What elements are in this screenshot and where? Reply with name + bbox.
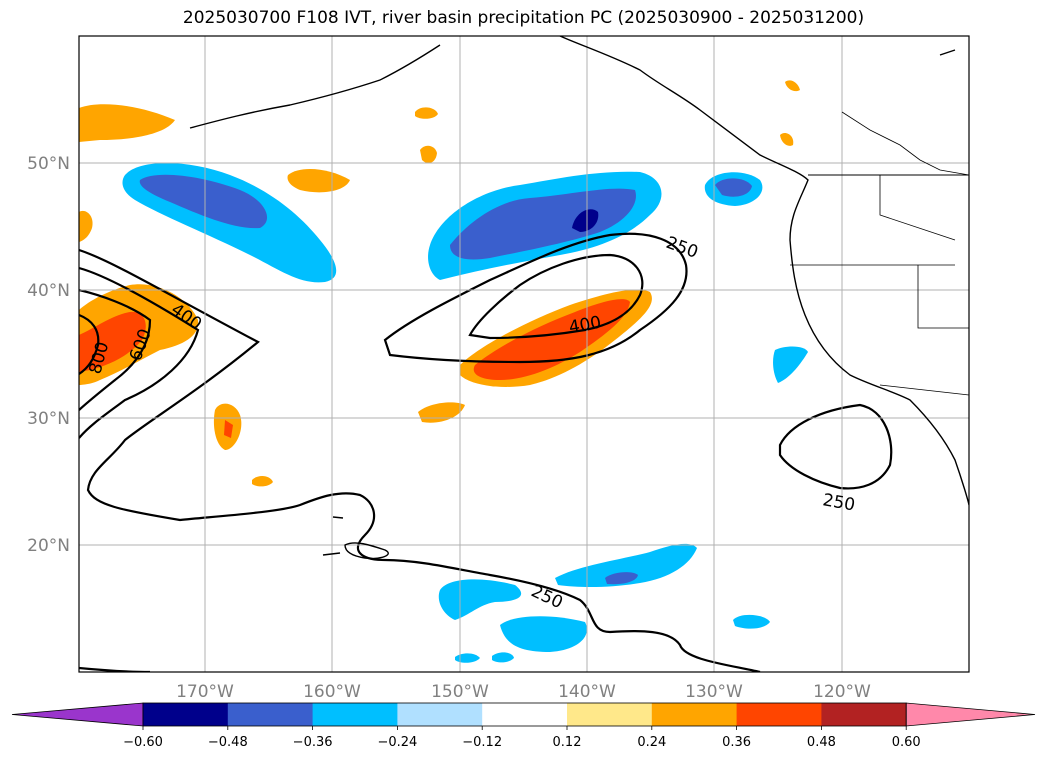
contour-label-250-east: 250 — [821, 490, 856, 515]
border-bc-alaska — [841, 111, 969, 176]
neg-patch-trop-e — [455, 653, 480, 663]
colorbar-segment — [482, 703, 568, 726]
lon-label-130w: 130°W — [685, 682, 743, 702]
colorbar-extend-high — [905, 702, 1036, 727]
lat-label-30n: 30°N — [27, 409, 70, 429]
island-hawaii-b — [344, 542, 389, 560]
lon-label-140w: 140°W — [558, 682, 616, 702]
neg-core-central — [450, 188, 636, 260]
lat-label-50n: 50°N — [27, 154, 70, 174]
contour-250-east — [778, 403, 893, 490]
lat-label-20n: 20°N — [27, 536, 70, 556]
neg-core-trop-c — [605, 572, 638, 585]
contour-800-west — [79, 313, 100, 375]
pos-patch-south-c — [252, 476, 273, 487]
pos-core-south-a — [224, 420, 233, 438]
island-hawaii-a — [322, 552, 341, 556]
lat-label-40n: 40°N — [27, 281, 70, 301]
colorbar-tick-label: 0.48 — [807, 735, 836, 750]
contour-400-central — [468, 253, 644, 340]
colorbar-segment — [821, 703, 907, 726]
colorbar-segment — [651, 703, 738, 726]
contour-label-250-central: 250 — [663, 233, 700, 263]
border-us-mexico — [879, 384, 969, 396]
lon-labels: 170°W 160°W 150°W 140°W 130°W 120°W — [176, 682, 871, 702]
island-hawaii-c — [332, 516, 344, 519]
neg-patch-trop-d — [733, 614, 770, 629]
neg-core-west — [139, 174, 268, 229]
lat-labels: 50°N 40°N 30°N 20°N — [27, 154, 70, 556]
colorbar-tick-label: 0.36 — [722, 735, 751, 750]
contour-250-outer — [79, 248, 761, 672]
pos-core-central — [473, 299, 630, 380]
colorbar-tick-label: −0.60 — [123, 735, 163, 750]
map-panel — [79, 36, 969, 672]
lon-label-150w: 150°W — [431, 682, 489, 702]
lon-label-170w: 170°W — [176, 682, 234, 702]
pos-patch-nw — [79, 104, 175, 142]
coast-north-america — [559, 36, 969, 506]
colorbar-segment — [143, 703, 229, 726]
neg-patch-trop-f — [492, 652, 514, 663]
neg-patch-trop-a — [438, 579, 522, 620]
colorbar-segment — [567, 703, 653, 726]
pos-patch-alaska — [785, 80, 800, 92]
contour-400-west — [79, 266, 200, 439]
colorbar-tick-label: −0.36 — [293, 735, 333, 750]
state-border-c — [917, 265, 969, 329]
neg-patch-trop-c — [555, 543, 697, 588]
neg-core-vancouver — [715, 178, 752, 197]
colorbar-frame — [142, 702, 907, 727]
colorbar-segment — [736, 703, 822, 726]
colorbar-segment — [397, 703, 483, 726]
pos-patch-edge — [79, 210, 93, 242]
gridlines — [79, 36, 969, 672]
colorbar-tick-label: 0.12 — [553, 735, 582, 750]
pos-patch-north — [287, 168, 350, 193]
lon-label-120w: 120°W — [813, 682, 871, 702]
pos-patch-small-b — [415, 107, 438, 119]
colorbar-segment — [312, 703, 398, 726]
colorbar-extend-low — [11, 702, 144, 727]
ivt-contours — [79, 232, 893, 672]
contour-600-west — [79, 288, 152, 411]
colorbar-segment — [227, 703, 314, 726]
map-title: 2025030700 F108 IVT, river basin precipi… — [182, 8, 865, 28]
coast-aleutians — [189, 44, 441, 129]
colorbar-ticks: −0.60 −0.48 −0.36 −0.24 −0.12 0.12 0.24 0.36 0.4… — [123, 726, 921, 750]
colorbar — [11, 702, 1036, 727]
lon-label-160w: 160°W — [303, 682, 361, 702]
pos-patch-small-a — [420, 145, 437, 164]
colorbar-tick-label: −0.12 — [462, 735, 502, 750]
pos-patch-bc — [780, 133, 794, 146]
colorbar-tick-label: 0.60 — [892, 735, 921, 750]
neg-peak-central — [572, 209, 599, 232]
precip-shading — [79, 80, 808, 663]
pos-patch-south-b — [418, 402, 465, 423]
neg-patch-trop-b — [500, 616, 587, 652]
state-border-b — [879, 175, 956, 241]
contour-250-central — [383, 232, 688, 364]
coast-fragment-a — [939, 49, 956, 56]
coastlines — [189, 36, 969, 560]
map-frame — [78, 35, 970, 673]
colorbar-tick-label: 0.24 — [637, 735, 666, 750]
neg-patch-california — [773, 346, 808, 383]
colorbar-tick-label: −0.48 — [208, 735, 248, 750]
colorbar-tick-label: −0.24 — [377, 735, 417, 750]
contour-label-250-south: 250 — [528, 581, 566, 613]
